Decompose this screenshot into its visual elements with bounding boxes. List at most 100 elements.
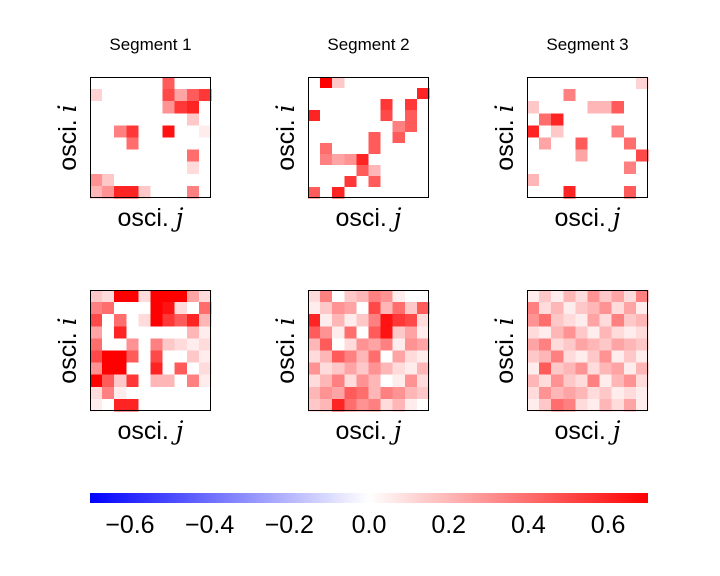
- heatmap-cell: [380, 314, 393, 327]
- heatmap-cell: [186, 338, 200, 351]
- heatmap-cell: [320, 110, 333, 122]
- heatmap-cell: [320, 338, 333, 351]
- heatmap-cell: [174, 149, 188, 162]
- heatmap-cell: [162, 125, 175, 138]
- heatmap-cell: [635, 362, 649, 375]
- heatmap-cell: [575, 173, 588, 187]
- heatmap-cell: [114, 101, 127, 114]
- heatmap-cell: [308, 398, 321, 412]
- heatmap-cell: [416, 176, 430, 188]
- heatmap-cell: [174, 173, 188, 187]
- heatmap-cell: [635, 374, 649, 388]
- heatmap-cell: [368, 362, 381, 375]
- heatmap-cell: [102, 89, 115, 102]
- heatmap-cell: [150, 173, 163, 187]
- heatmap-cell: [575, 161, 588, 175]
- heatmap-cell: [368, 350, 381, 363]
- heatmap-cell: [114, 314, 127, 327]
- heatmap-cell: [162, 185, 175, 199]
- heatmap-panel: osci. j osci. i: [53, 290, 212, 445]
- heatmap-cell: [174, 374, 188, 388]
- heatmap-cell: [356, 176, 369, 188]
- heatmap-cell: [308, 88, 321, 100]
- heatmap-cell: [344, 290, 357, 303]
- heatmap-cell: [575, 350, 588, 363]
- heatmap-cell: [186, 386, 200, 400]
- heatmap-cell: [126, 113, 139, 126]
- heatmap-cell: [380, 398, 393, 412]
- heatmap-cell: [539, 398, 552, 412]
- heatmap-cell: [599, 374, 612, 388]
- heatmap-cell: [356, 362, 369, 375]
- heatmap-cell: [527, 149, 540, 162]
- heatmap-cell: [308, 326, 321, 339]
- heatmap-cell: [635, 338, 649, 351]
- heatmap-cell: [563, 326, 576, 339]
- heatmap-cell: [416, 398, 430, 412]
- heatmap-cell: [332, 88, 345, 100]
- heatmap-cell: [623, 77, 637, 90]
- heatmap-cell: [356, 350, 369, 363]
- heatmap-cell: [563, 77, 576, 90]
- heatmap-cell: [575, 89, 588, 102]
- heatmap-cell: [126, 374, 139, 388]
- heatmap-cell: [186, 161, 200, 175]
- heatmap-cell: [332, 77, 345, 89]
- heatmap-cell: [162, 113, 175, 126]
- heatmap-cell: [368, 121, 381, 133]
- heatmap-cell: [368, 314, 381, 327]
- heatmap-cell: [563, 350, 576, 363]
- heatmap-cell: [102, 302, 115, 315]
- heatmap-cell: [126, 386, 139, 400]
- heatmap-cell: [404, 143, 418, 155]
- heatmap-cell: [308, 302, 321, 315]
- heatmap-cell: [392, 88, 406, 100]
- heatmap-cell: [416, 386, 430, 400]
- heatmap-cell: [563, 290, 576, 303]
- heatmap-cell: [344, 176, 357, 188]
- heatmap-cell: [198, 338, 212, 351]
- heatmap-cell: [575, 374, 588, 388]
- heatmap-cell: [90, 125, 103, 138]
- heatmap-cell: [356, 99, 369, 111]
- heatmap-cell: [150, 101, 163, 114]
- heatmap-cell: [90, 314, 103, 327]
- heatmap-cell: [126, 161, 139, 175]
- heatmap-cell: [138, 290, 151, 303]
- heatmap-cell: [368, 338, 381, 351]
- y-axis-label: osci. i: [490, 317, 519, 383]
- heatmap-cell: [380, 132, 393, 144]
- heatmap-cell: [611, 374, 625, 388]
- heatmap-cell: [599, 113, 612, 126]
- heatmap-cell: [138, 350, 151, 363]
- heatmap-cell: [186, 173, 200, 187]
- heatmap-cell: [198, 137, 212, 150]
- heatmap-cell: [380, 143, 393, 155]
- heatmap-cell: [344, 302, 357, 315]
- heatmap-cell: [90, 101, 103, 114]
- heatmap-cell: [320, 362, 333, 375]
- heatmap-cell: [102, 185, 115, 199]
- heatmap-cell: [114, 386, 127, 400]
- heatmap-cell: [380, 176, 393, 188]
- heatmap-cell: [539, 77, 552, 90]
- heatmap-cell: [635, 326, 649, 339]
- heatmap-cell: [356, 88, 369, 100]
- heatmap-cell: [416, 154, 430, 166]
- heatmap-cell: [356, 386, 369, 400]
- heatmap-cell: [344, 110, 357, 122]
- heatmap-cell: [368, 302, 381, 315]
- heatmap-cell: [320, 132, 333, 144]
- heatmap-cell: [611, 137, 625, 150]
- colorbar-gradient: [90, 493, 648, 503]
- heatmap-cell: [527, 398, 540, 412]
- panel-frame: [90, 290, 211, 411]
- heatmap-cell: [392, 314, 406, 327]
- heatmap-cell: [186, 185, 200, 199]
- heatmap-cell: [320, 290, 333, 303]
- heatmap-cell: [102, 101, 115, 114]
- heatmap-cell: [90, 302, 103, 315]
- heatmap-cell: [308, 99, 321, 111]
- heatmap-cell: [102, 137, 115, 150]
- heatmap-cell: [198, 185, 212, 199]
